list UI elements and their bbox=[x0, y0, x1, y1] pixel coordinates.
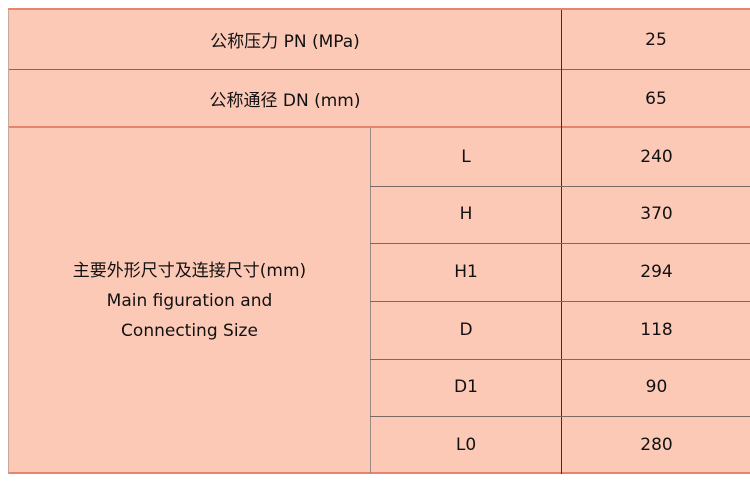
dimension-key: L bbox=[461, 146, 471, 167]
dimension-value: 370 bbox=[640, 204, 673, 225]
dimensions-label-en-1: Main figuration and bbox=[106, 291, 273, 311]
dimension-key: D bbox=[459, 319, 473, 340]
divider bbox=[370, 358, 750, 360]
dimensions-label-en-2: Connecting Size bbox=[121, 321, 258, 341]
dimension-key: L0 bbox=[455, 435, 477, 456]
pn-value: 25 bbox=[645, 29, 667, 50]
dimension-value: 90 bbox=[645, 377, 668, 398]
dimension-value: 294 bbox=[640, 262, 673, 283]
divider bbox=[561, 10, 562, 474]
dn-label: 公称通径 DN (mm) bbox=[209, 91, 361, 111]
divider bbox=[9, 126, 750, 128]
divider bbox=[9, 69, 750, 70]
dimension-value: 240 bbox=[640, 146, 673, 167]
divider bbox=[370, 301, 750, 302]
dimensions-label-cn: 主要外形尺寸及连接尺寸(mm) bbox=[72, 261, 307, 281]
dimensions-label: 主要外形尺寸及连接尺寸(mm) Main figuration and Conn… bbox=[9, 128, 370, 474]
spec-table: 公称压力 PN (MPa) 25 公称通径 DN (mm) 65 主要外形尺寸及… bbox=[8, 8, 750, 474]
divider bbox=[370, 243, 750, 245]
dimension-value: 280 bbox=[640, 435, 673, 456]
divider bbox=[370, 416, 750, 418]
dimension-key: H bbox=[459, 204, 473, 225]
dn-value: 65 bbox=[645, 88, 667, 109]
dimension-key: D1 bbox=[454, 377, 478, 398]
dimension-value: 118 bbox=[640, 319, 673, 340]
pn-label: 公称压力 PN (MPa) bbox=[210, 32, 360, 52]
dimension-key: H1 bbox=[454, 262, 478, 283]
divider bbox=[370, 185, 750, 187]
